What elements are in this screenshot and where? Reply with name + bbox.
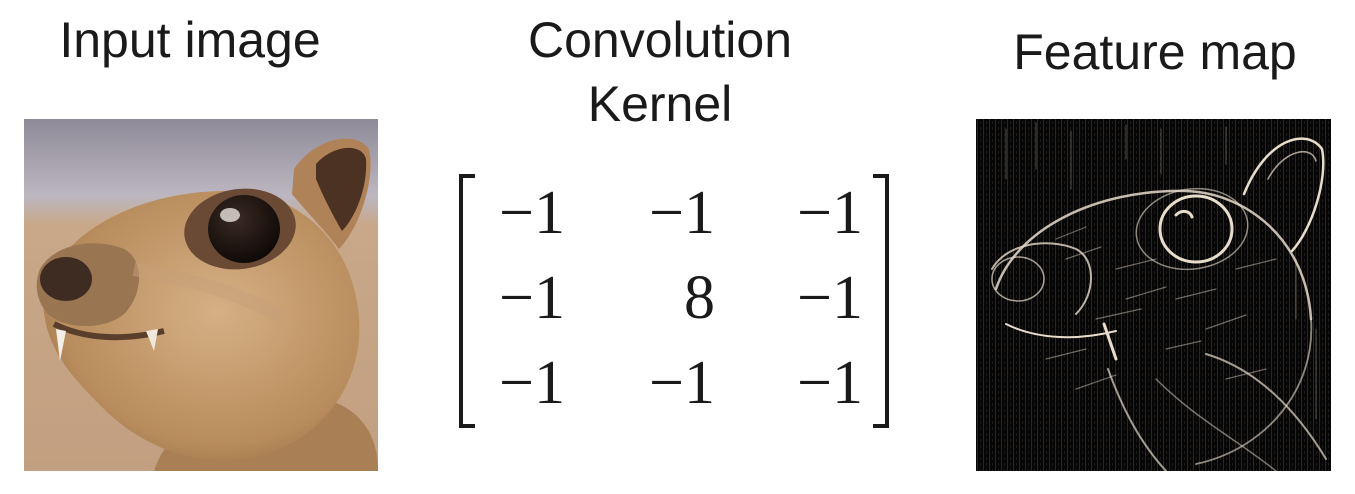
convolution-kernel-title: Convolution Kernel [470, 8, 850, 136]
kernel-cell-r1c1: −1 [499, 179, 565, 247]
kernel-matrix: −1 −1 −1 −1 8 −1 −1 −1 −1 [455, 170, 895, 432]
kernel-cell-r1c2: −1 [649, 179, 715, 247]
feature-map-title: Feature map [1013, 24, 1297, 80]
left-bracket [459, 174, 475, 428]
kernel-cell-r2c2: 8 [684, 264, 715, 332]
matrix-brackets [459, 174, 889, 428]
kernel-cell-r3c2: −1 [649, 349, 715, 417]
kernel-cell-r2c3: −1 [797, 264, 863, 332]
kernel-title-line-2: Kernel [587, 76, 733, 132]
kernel-cell-r1c3: −1 [797, 179, 863, 247]
kernel-cell-r3c3: −1 [797, 349, 863, 417]
edge-detected-squirrel-icon [976, 119, 1331, 471]
right-bracket [873, 174, 889, 428]
kernel-title-line-1: Convolution [527, 12, 793, 68]
squirrel-photo-icon [24, 119, 378, 471]
kernel-cell-r2c1: −1 [499, 264, 565, 332]
input-image-title: Input image [59, 12, 321, 68]
kernel-cell-r3c1: −1 [499, 349, 565, 417]
